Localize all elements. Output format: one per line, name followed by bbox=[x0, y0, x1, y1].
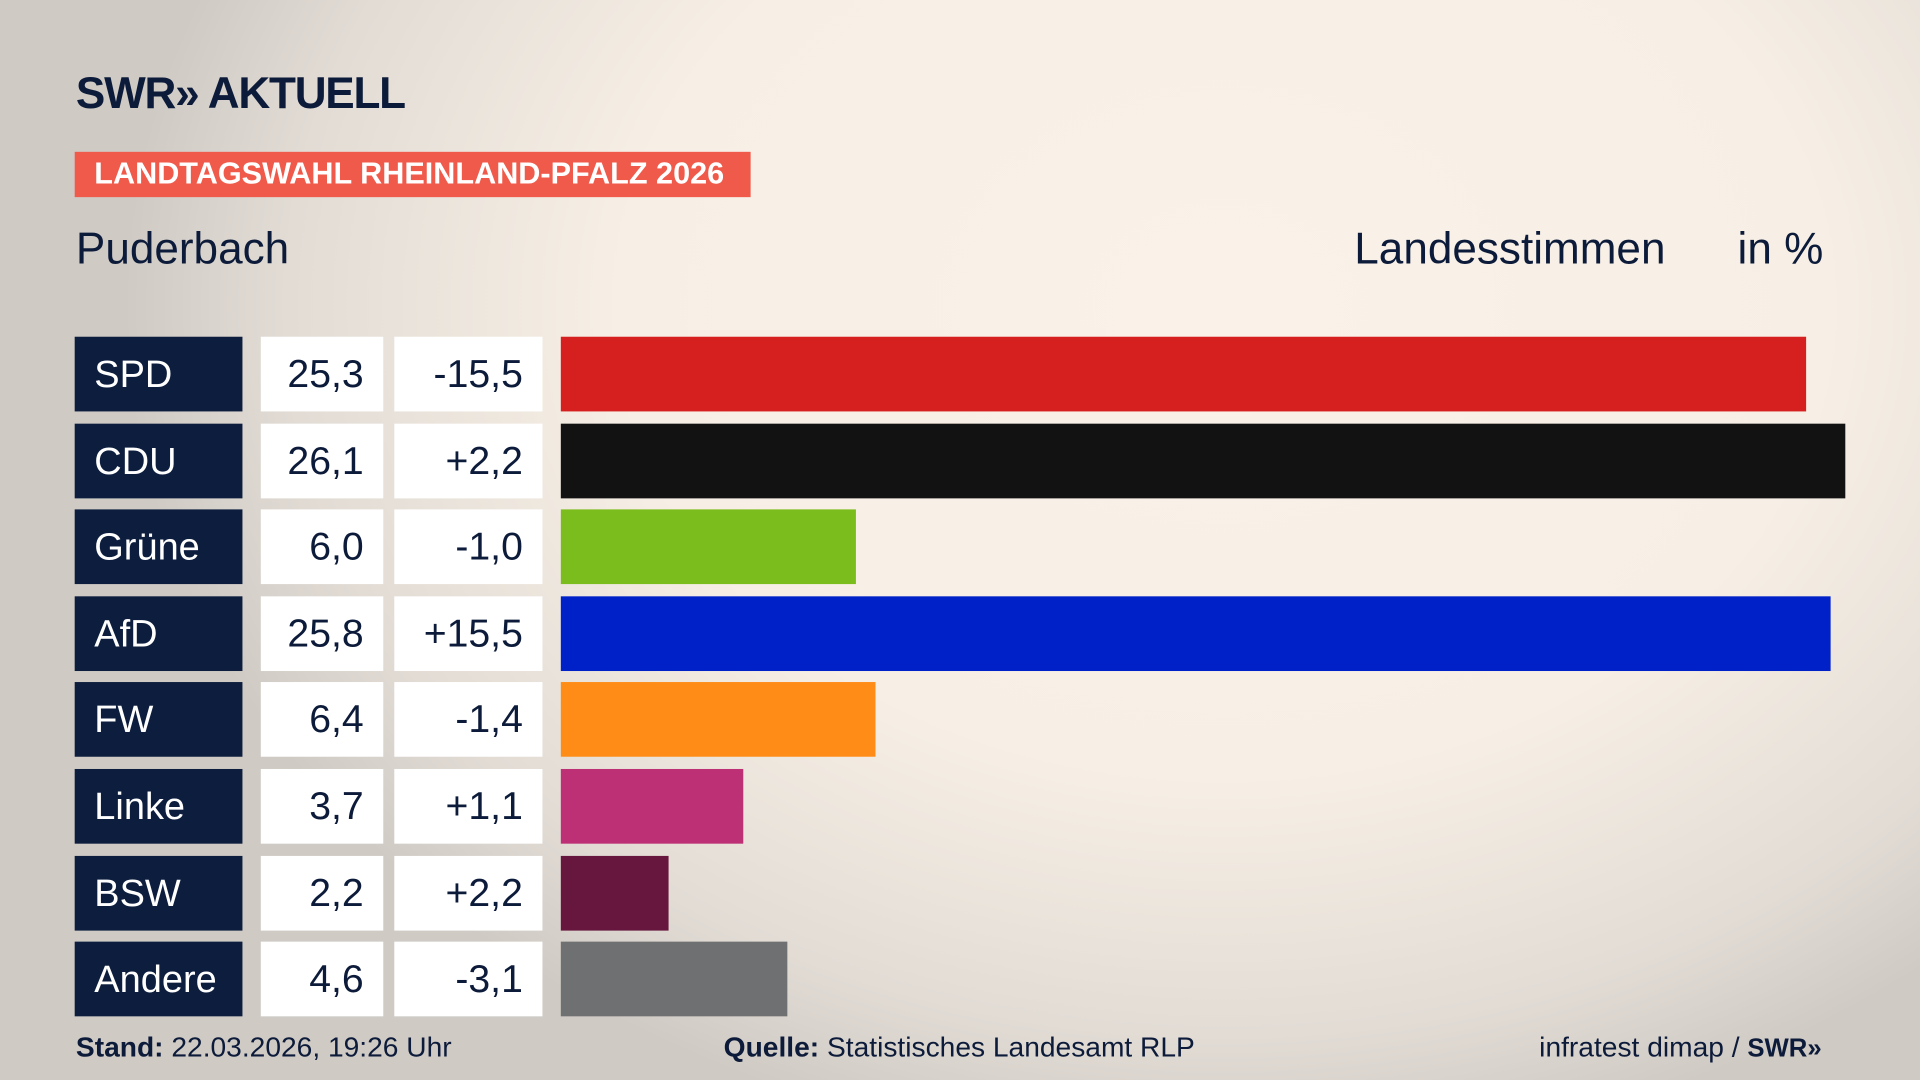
diff-label: -3,1 bbox=[394, 941, 543, 1017]
party-label: FW bbox=[74, 682, 243, 758]
party-label: SPD bbox=[74, 336, 243, 412]
value-label: 3,7 bbox=[260, 768, 384, 844]
diff-label: +15,5 bbox=[394, 596, 543, 671]
bar bbox=[560, 682, 876, 758]
region-title: Puderbach bbox=[75, 222, 290, 274]
metric-label: Landesstimmen bbox=[1354, 222, 1666, 274]
diff-label: +2,2 bbox=[394, 423, 543, 498]
bar bbox=[560, 941, 788, 1017]
bar bbox=[560, 768, 743, 844]
stand-value: 22.03.2026, 19:26 Uhr bbox=[171, 1031, 452, 1063]
diff-label: -15,5 bbox=[394, 336, 543, 412]
bar-row: AfD 25,8 +15,5 bbox=[74, 596, 1863, 671]
bar-row: CDU 26,1 +2,2 bbox=[74, 423, 1863, 498]
bar bbox=[560, 855, 670, 931]
bar bbox=[560, 336, 1806, 412]
value-label: 26,1 bbox=[260, 423, 384, 498]
party-label: Grüne bbox=[74, 509, 243, 585]
bar-row: FW 6,4 -1,4 bbox=[74, 682, 1863, 758]
bar-row: BSW 2,2 +2,2 bbox=[74, 855, 1863, 931]
bar bbox=[560, 596, 1831, 671]
swr-aktuell-logo: SWR» AKTUELL bbox=[75, 67, 406, 118]
diff-label: -1,4 bbox=[394, 682, 543, 758]
stand-label: Stand: bbox=[75, 1031, 164, 1063]
party-label: AfD bbox=[74, 596, 243, 671]
swr-logo: SWR» bbox=[1747, 1034, 1822, 1063]
party-label: BSW bbox=[74, 855, 243, 931]
value-label: 4,6 bbox=[260, 941, 384, 1017]
source-value: Statistisches Landesamt RLP bbox=[826, 1031, 1195, 1063]
bar bbox=[560, 509, 857, 585]
value-label: 25,3 bbox=[260, 336, 384, 412]
source-label: Quelle: bbox=[723, 1031, 820, 1063]
party-label: CDU bbox=[74, 423, 243, 498]
value-label: 6,4 bbox=[260, 682, 384, 758]
credit: infratest dimap / SWR» bbox=[1539, 1031, 1822, 1064]
timestamp: Stand: 22.03.2026, 19:26 Uhr bbox=[76, 1031, 452, 1064]
bar-row: Grüne 6,0 -1,0 bbox=[74, 509, 1863, 585]
value-label: 6,0 bbox=[260, 509, 384, 585]
election-tag: LANDTAGSWAHL RHEINLAND-PFALZ 2026 bbox=[74, 151, 751, 198]
value-label: 25,8 bbox=[260, 596, 384, 671]
party-label: Linke bbox=[74, 768, 243, 844]
value-label: 2,2 bbox=[260, 855, 384, 931]
source: Quelle: Statistisches Landesamt RLP bbox=[724, 1031, 1195, 1064]
diff-label: +2,2 bbox=[394, 855, 543, 931]
unit-label: in % bbox=[1737, 222, 1824, 274]
party-label: Andere bbox=[74, 941, 243, 1017]
bar bbox=[560, 423, 1846, 498]
bar-row: SPD 25,3 -15,5 bbox=[74, 336, 1863, 412]
credit-text: infratest dimap / bbox=[1539, 1031, 1740, 1063]
bar-row: Andere 4,6 -3,1 bbox=[74, 941, 1863, 1017]
bar-row: Linke 3,7 +1,1 bbox=[74, 768, 1863, 844]
diff-label: -1,0 bbox=[394, 509, 543, 585]
diff-label: +1,1 bbox=[394, 768, 543, 844]
